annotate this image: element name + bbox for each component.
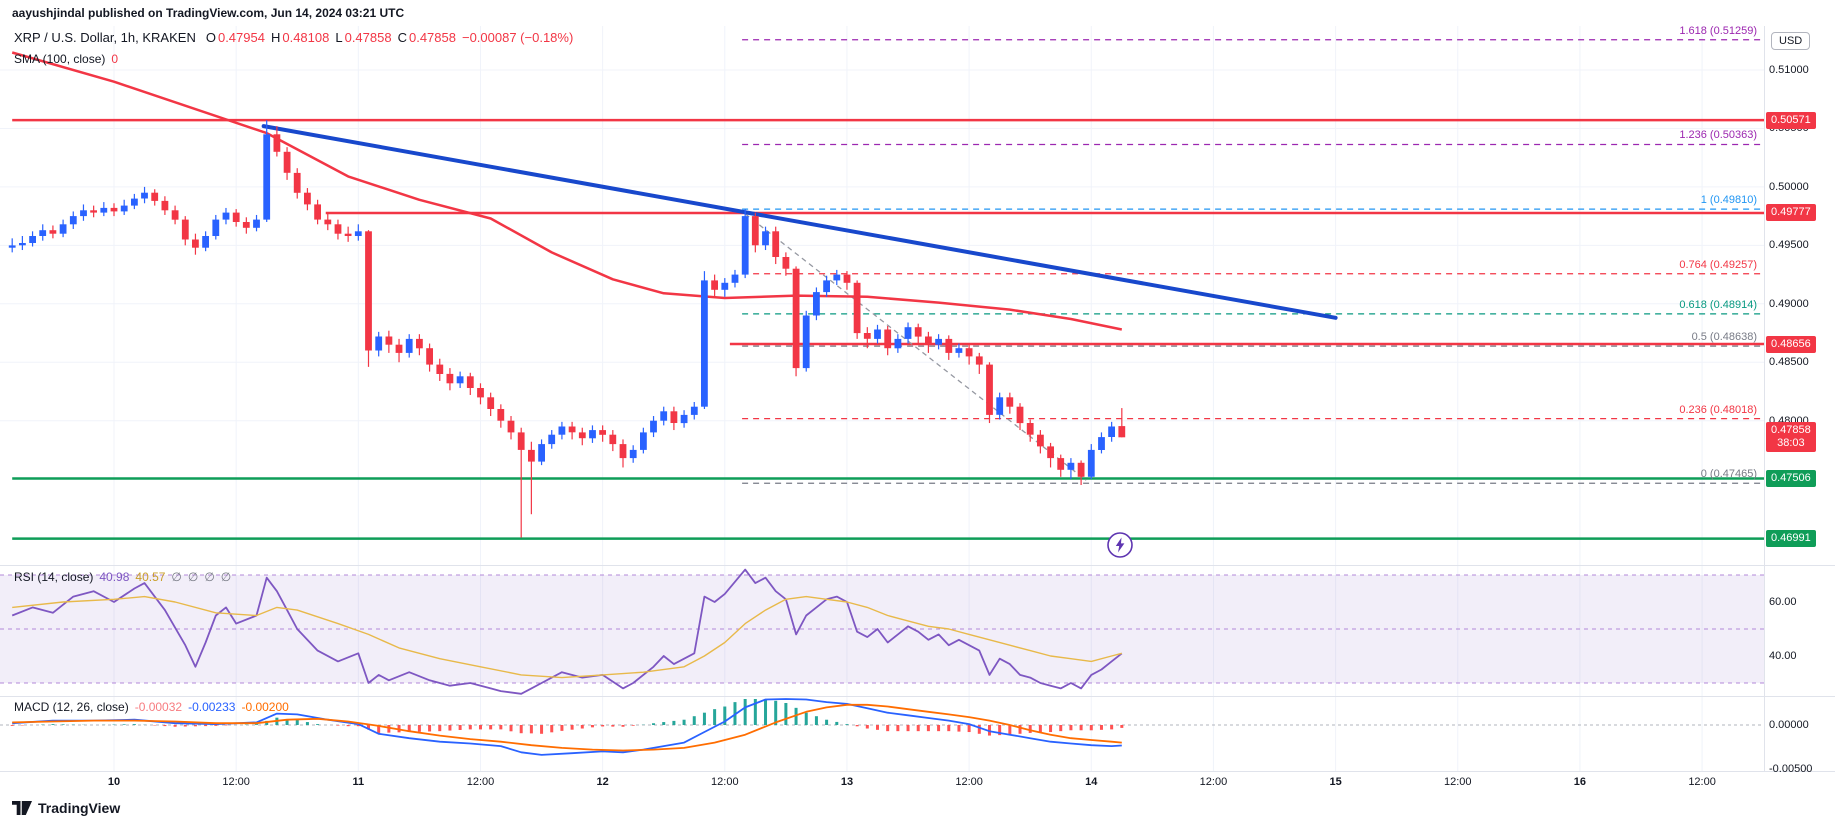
current-price-value: 0.47858: [1771, 424, 1811, 437]
current-price-badge: 0.47858 38:03: [1766, 422, 1816, 453]
legend-value: 0: [111, 52, 119, 66]
time-axis-label: 10: [107, 776, 121, 788]
time-axis-label: 16: [1573, 776, 1587, 788]
legend-value: 40.57: [135, 570, 166, 584]
tradingview-logo-icon: [12, 801, 32, 815]
macd-legend[interactable]: MACD (12, 26, close) -0.00032 -0.00233 -0.0…: [14, 700, 301, 714]
legend-value: C: [397, 30, 407, 45]
rsi-band: [0, 574, 1764, 684]
legend-value: -0.00233: [188, 700, 236, 714]
fib-level-label: 0.764 (0.49257): [1679, 258, 1757, 271]
legend-value: 0.47858: [408, 30, 456, 45]
legend-value: O: [205, 30, 216, 45]
sma-value: 0: [111, 52, 124, 66]
fib-level-label: 0.5 (0.48638): [1691, 331, 1757, 344]
sma-line: [11, 51, 1123, 331]
rsi-axis-label: 60.00: [1769, 596, 1797, 608]
time-axis-label: 12:00: [955, 776, 983, 788]
gridlines: [0, 26, 1764, 771]
legend-value: 0.47954: [217, 30, 265, 45]
legend-value: -0.00032: [134, 700, 183, 714]
publish-header: aayushjindal published on TradingView.co…: [12, 6, 405, 20]
time-axis-label: 12:00: [711, 776, 739, 788]
key-level-lines: [12, 118, 1764, 540]
legend-value: ∅: [171, 570, 182, 584]
pane-separators: [0, 26, 1835, 772]
time-axis-label: 13: [840, 776, 854, 788]
tradingview-logo-text: TradingView: [38, 800, 121, 816]
fib-level-label: 1 (0.49810): [1700, 194, 1757, 207]
time-axis-label: 12:00: [1688, 776, 1716, 788]
time-axis-label: 12:00: [466, 776, 495, 788]
macd-axis-label: 0.00000: [1769, 719, 1809, 731]
rsi-legend[interactable]: RSI (14, close) 40.98 40.57 ∅ ∅ ∅ ∅: [14, 570, 243, 584]
candles: [8, 120, 1126, 538]
fib-retracement-lines: [742, 39, 1764, 484]
sma-legend[interactable]: SMA (100, close) 0: [14, 52, 130, 66]
time-axis-label: 12:00: [222, 776, 250, 788]
time-axis-label: 12:00: [1443, 776, 1472, 788]
flash-icon: [1106, 531, 1134, 559]
legend-value: ∅: [204, 570, 215, 584]
symbol-title: XRP / U.S. Dollar, 1h, KRAKEN: [14, 30, 196, 45]
price-axis-label: 0.51000: [1769, 64, 1809, 76]
macd-axis-label: -0.00500: [1769, 763, 1813, 775]
time-axis-label: 12:00: [1199, 776, 1228, 788]
macd-series-0: [12, 698, 1122, 756]
legend-value: L: [335, 30, 343, 45]
trendline: [261, 124, 1338, 320]
sma-label: SMA (100, close): [14, 52, 106, 66]
currency-toggle[interactable]: USD: [1771, 32, 1811, 50]
macd-series-1: [12, 703, 1122, 752]
legend-value: −0.00087 (−0.18%): [461, 30, 574, 45]
macd-histogram: [10, 699, 1124, 736]
price-level-badge: 0.46991: [1766, 530, 1816, 548]
price-level-badge: 0.49777: [1766, 204, 1816, 222]
rsi-values: 40.98 40.57 ∅ ∅ ∅ ∅: [99, 570, 237, 584]
price-axis-label: 0.50000: [1769, 180, 1809, 193]
price-level-badge: 0.47506: [1766, 469, 1816, 487]
ohlc-values: O 0.47954 H 0.48108 L 0.47858 C 0.47858 −0.00087…: [206, 30, 579, 45]
legend-value: 40.98: [99, 570, 130, 584]
time-axis-label: 15: [1329, 776, 1342, 788]
rsi-series-0: [11, 568, 1123, 695]
rsi-axis-label: 40.00: [1769, 650, 1797, 662]
symbol-legend[interactable]: XRP / U.S. Dollar, 1h, KRAKEN O 0.47954 H 0.…: [14, 30, 585, 45]
price-axis-label: 0.48500: [1769, 356, 1809, 369]
tradingview-logo[interactable]: TradingView: [12, 800, 120, 816]
macd-label: MACD (12, 26, close): [14, 700, 129, 714]
price-level-badge: 0.50571: [1766, 111, 1816, 129]
legend-value: 0.47858: [344, 30, 392, 45]
fib-level-label: 1.236 (0.50363): [1679, 129, 1757, 142]
time-axis-label: 12: [596, 776, 609, 788]
legend-value: ∅: [187, 570, 199, 584]
bar-countdown: 38:03: [1777, 437, 1805, 450]
rsi-series-1: [12, 595, 1122, 679]
fib-level-label: 0.618 (0.48914): [1679, 298, 1757, 311]
lightning-bolt-icon: [1107, 532, 1133, 558]
legend-value: ∅: [220, 570, 232, 584]
dashed-connector-line: [744, 213, 1087, 481]
price-level-badge: 0.48656: [1766, 335, 1816, 353]
time-axis-label: 11: [352, 776, 365, 788]
time-scale[interactable]: [0, 772, 1764, 794]
macd-values: -0.00032 -0.00233 -0.00200: [135, 700, 295, 714]
price-axis-label: 0.49000: [1769, 297, 1809, 310]
fib-level-label: 1.618 (0.51259): [1679, 24, 1757, 37]
time-axis-label: 14: [1085, 776, 1098, 788]
fib-level-label: 0 (0.47465): [1700, 468, 1757, 481]
rsi-label: RSI (14, close): [14, 570, 94, 584]
legend-value: -0.00200: [241, 700, 289, 714]
price-axis-label: 0.49500: [1769, 239, 1809, 252]
fib-level-label: 0.236 (0.48018): [1679, 403, 1757, 416]
legend-value: 0.48108: [282, 30, 330, 45]
legend-value: H: [270, 30, 281, 45]
